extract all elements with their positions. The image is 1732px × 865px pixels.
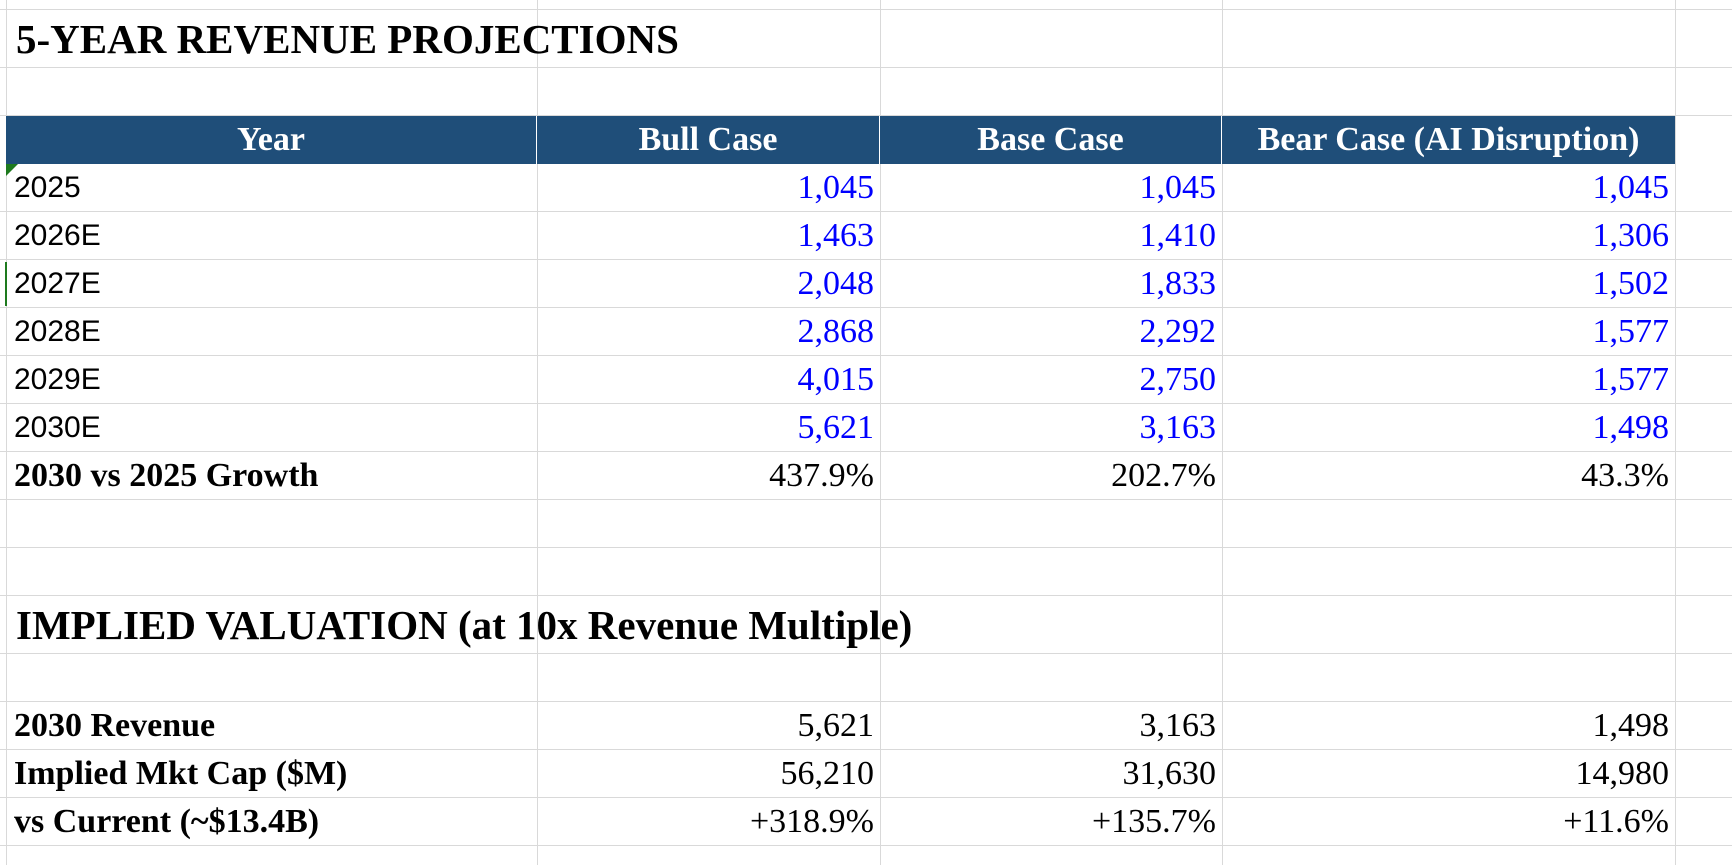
- valuation-row: vs Current (~$13.4B) +318.9% +135.7% +11…: [0, 798, 1732, 846]
- row-title: 5-YEAR REVENUE PROJECTIONS: [0, 10, 1732, 68]
- bear-growth[interactable]: 43.3%: [1581, 456, 1669, 494]
- row-blank: [0, 0, 1732, 10]
- row-title: IMPLIED VALUATION (at 10x Revenue Multip…: [0, 596, 1732, 654]
- year-cell[interactable]: 2025: [14, 170, 81, 204]
- header-base-case[interactable]: Base Case: [880, 116, 1222, 164]
- base-value[interactable]: 31,630: [1122, 754, 1217, 792]
- growth-label[interactable]: 2030 vs 2025 Growth: [14, 456, 319, 494]
- table-row: 2026E 1,463 1,410 1,306: [0, 212, 1732, 260]
- cell-selection-edge: [5, 262, 7, 306]
- year-cell[interactable]: 2029E: [14, 362, 101, 396]
- bull-value[interactable]: 1,045: [797, 168, 875, 206]
- bear-value[interactable]: 1,577: [1592, 312, 1670, 350]
- base-value[interactable]: 2,292: [1139, 312, 1217, 350]
- table-row: 2028E 2,868 2,292 1,577: [0, 308, 1732, 356]
- base-value[interactable]: 1,410: [1139, 216, 1217, 254]
- gridline: [1675, 0, 1676, 865]
- year-cell[interactable]: 2030E: [14, 410, 101, 444]
- bull-value[interactable]: 4,015: [797, 360, 875, 398]
- table-row: 2025 1,045 1,045 1,045: [0, 164, 1732, 212]
- valuation-row: Implied Mkt Cap ($M) 56,210 31,630 14,98…: [0, 750, 1732, 798]
- section-title-projections[interactable]: 5-YEAR REVENUE PROJECTIONS: [16, 15, 679, 62]
- table-row: 2029E 4,015 2,750 1,577: [0, 356, 1732, 404]
- bull-growth[interactable]: 437.9%: [769, 456, 874, 494]
- bull-value[interactable]: 56,210: [780, 754, 875, 792]
- year-cell[interactable]: 2028E: [14, 314, 101, 348]
- bear-value[interactable]: 14,980: [1575, 754, 1670, 792]
- bear-value[interactable]: 1,498: [1592, 408, 1670, 446]
- base-value[interactable]: +135.7%: [1092, 802, 1216, 840]
- valuation-label[interactable]: vs Current (~$13.4B): [14, 802, 320, 840]
- row-blank: [0, 500, 1732, 548]
- valuation-label[interactable]: Implied Mkt Cap ($M): [14, 754, 348, 792]
- header-year[interactable]: Year: [6, 116, 537, 164]
- growth-row: 2030 vs 2025 Growth 437.9% 202.7% 43.3%: [0, 452, 1732, 500]
- bear-value[interactable]: 1,502: [1592, 264, 1670, 302]
- bear-value[interactable]: +11.6%: [1563, 802, 1669, 840]
- gridline: [537, 0, 538, 865]
- base-growth[interactable]: 202.7%: [1111, 456, 1216, 494]
- row-blank: [0, 846, 1732, 865]
- base-value[interactable]: 1,045: [1139, 168, 1217, 206]
- base-value[interactable]: 1,833: [1139, 264, 1217, 302]
- bear-value[interactable]: 1,577: [1592, 360, 1670, 398]
- valuation-label[interactable]: 2030 Revenue: [14, 706, 216, 744]
- bear-value[interactable]: 1,306: [1592, 216, 1670, 254]
- year-cell[interactable]: 2026E: [14, 218, 101, 252]
- base-value[interactable]: 3,163: [1139, 408, 1217, 446]
- base-value[interactable]: 2,750: [1139, 360, 1217, 398]
- bull-value[interactable]: 5,621: [797, 706, 875, 744]
- year-cell[interactable]: 2027E: [14, 266, 101, 300]
- bull-value[interactable]: 1,463: [797, 216, 875, 254]
- section-title-valuation[interactable]: IMPLIED VALUATION (at 10x Revenue Multip…: [16, 601, 913, 648]
- bull-value[interactable]: +318.9%: [750, 802, 874, 840]
- table-row: 2030E 5,621 3,163 1,498: [0, 404, 1732, 452]
- base-value[interactable]: 3,163: [1139, 706, 1217, 744]
- table-header-row: Year Bull Case Base Case Bear Case (AI D…: [6, 116, 1675, 164]
- header-bull-case[interactable]: Bull Case: [537, 116, 880, 164]
- bull-value[interactable]: 5,621: [797, 408, 875, 446]
- bull-value[interactable]: 2,048: [797, 264, 875, 302]
- header-bear-case[interactable]: Bear Case (AI Disruption): [1257, 121, 1640, 158]
- cell-comment-marker: [6, 164, 18, 176]
- row-blank: [0, 68, 1732, 116]
- bear-value[interactable]: 1,045: [1592, 168, 1670, 206]
- bull-value[interactable]: 2,868: [797, 312, 875, 350]
- row-blank: [0, 548, 1732, 596]
- valuation-row: 2030 Revenue 5,621 3,163 1,498: [0, 702, 1732, 750]
- table-row: 2027E 2,048 1,833 1,502: [0, 260, 1732, 308]
- row-blank: [0, 654, 1732, 702]
- gridline: [880, 0, 881, 865]
- gridline: [1222, 0, 1223, 865]
- gridline: [6, 0, 7, 865]
- bear-value[interactable]: 1,498: [1592, 706, 1670, 744]
